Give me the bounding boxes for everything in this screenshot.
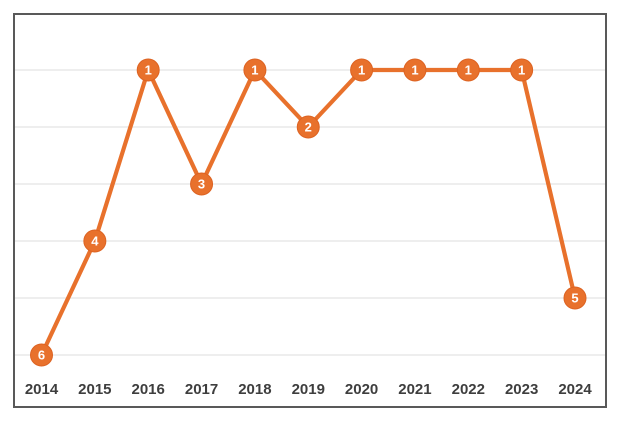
x-axis-label: 2016 [132,381,165,398]
data-point-marker [296,115,320,139]
x-axis-label: 2023 [505,381,538,398]
data-point-label: 1 [358,63,365,78]
data-point-label: 5 [571,291,578,306]
x-axis-label: 2017 [185,381,218,398]
x-axis-label: 2020 [345,381,378,398]
data-point-marker [83,229,107,253]
data-point-label: 1 [251,63,258,78]
data-point-label: 1 [145,63,152,78]
x-axis-label: 2021 [398,381,431,398]
data-point-marker [190,172,214,196]
data-point-marker [30,343,53,367]
data-point-label: 1 [518,63,525,78]
data-point-marker [510,58,534,82]
data-point-label: 1 [465,63,472,78]
x-axis-label: 2024 [558,381,592,398]
data-point-marker [136,58,160,82]
data-point-marker [350,58,374,82]
x-axis-label: 2022 [452,381,485,398]
data-point-marker [456,58,480,82]
data-point-label: 1 [411,63,418,78]
data-point-label: 3 [198,177,205,192]
x-axis-label: 2015 [78,381,111,398]
x-axis-label: 2018 [238,381,271,398]
data-point-marker [243,58,267,82]
data-point-label: 4 [91,234,99,249]
x-axis-label: 2014 [25,381,59,398]
data-point-marker [403,58,427,82]
data-point-label: 2 [305,120,312,135]
data-point-marker [563,286,587,310]
x-axis-label: 2019 [292,381,325,398]
data-point-label: 6 [38,348,45,363]
plot-area-border [13,13,607,408]
